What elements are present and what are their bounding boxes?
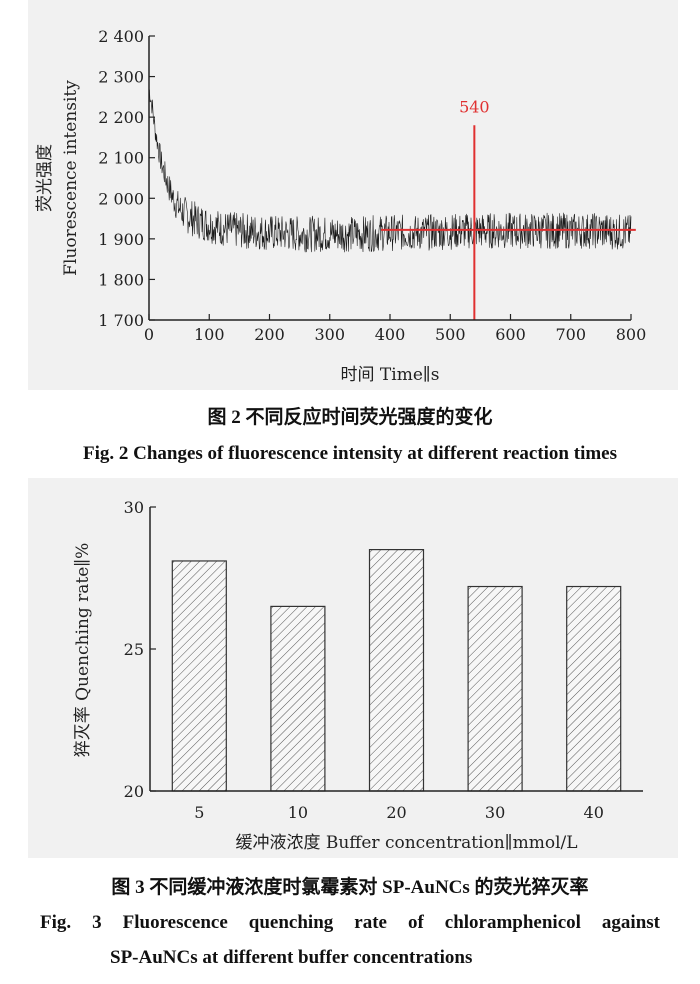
- bar: [171, 560, 227, 792]
- y-tick-label: 1 700: [98, 311, 144, 330]
- x-tick-label: 100: [194, 325, 225, 344]
- figure3-caption-en-line2: SP-AuNCs at different buffer concentrati…: [110, 947, 473, 968]
- x-tick-label: 500: [435, 325, 466, 344]
- x-axis-title: 缓冲液浓度 Buffer concentration∥mmol/L: [235, 833, 577, 853]
- x-tick-label: 40: [584, 803, 604, 822]
- fluorescence-time-chart-panel: 540 1 700 1 800 1 900 2 000 2 100 2 200 2 300 2 …: [28, 0, 678, 390]
- bar: [368, 548, 425, 792]
- y-tick-label: 2 100: [98, 149, 144, 168]
- y-axis-title-cn: 荧光强度: [35, 144, 55, 212]
- x-tick-label: 5: [194, 803, 204, 822]
- x-tick-label: 300: [314, 325, 345, 344]
- x-tick-label: 0: [144, 325, 154, 344]
- y-tick-label: 2 200: [98, 108, 144, 127]
- y-tick-label: 2 400: [98, 27, 144, 46]
- figure2-caption-en: Fig. 2 Changes of fluorescence intensity…: [82, 443, 618, 464]
- x-tick-label: 20: [386, 803, 406, 822]
- figure3-caption-en-line1: Fig. 3 Fluorescence quenching rate of ch…: [40, 912, 660, 933]
- quenching-rate-chart: 5 10 20 30 40 20 25 30 缓冲液浓度 Buffer concentratio…: [73, 498, 643, 853]
- x-tick-label: 30: [485, 803, 505, 822]
- x-tick-label: 800: [616, 325, 647, 344]
- y-tick-label: 25: [124, 640, 144, 659]
- y-tick-label: 30: [124, 498, 144, 517]
- fluorescence-trace: [148, 88, 632, 253]
- bar: [467, 585, 523, 792]
- y-tick-label: 2 000: [98, 189, 144, 208]
- x-tick-label: 600: [495, 325, 526, 344]
- y-tick-label: 20: [124, 782, 144, 801]
- bar: [566, 585, 622, 792]
- y-axis-title: 猝灭率 Quenching rate∥%: [73, 543, 93, 758]
- bar: [270, 605, 326, 792]
- x-tick-label: 200: [254, 325, 285, 344]
- y-tick-label: 1 800: [98, 270, 144, 289]
- x-tick-label: 10: [288, 803, 308, 822]
- figure3-caption-cn: 图 3 不同缓冲液浓度时氯霉素对 SP-AuNCs 的荧光猝灭率: [111, 877, 589, 898]
- x-tick-label: 400: [375, 325, 406, 344]
- y-axis-title-en: Fluorescence intensity: [61, 80, 81, 276]
- x-axis-title: 时间 Time∥s: [341, 365, 440, 385]
- figure2-caption-cn: 图 2 不同反应时间荧光强度的变化: [207, 407, 493, 428]
- fluorescence-time-chart: 540 1 700 1 800 1 900 2 000 2 100 2 200 2 300 2 …: [35, 27, 647, 385]
- y-tick-label: 1 900: [98, 230, 144, 249]
- y-tick-label: 2 300: [98, 68, 144, 87]
- x-tick-label: 700: [555, 325, 586, 344]
- quenching-rate-chart-panel: 5 10 20 30 40 20 25 30 缓冲液浓度 Buffer concentratio…: [28, 478, 678, 858]
- annotation-label: 540: [459, 97, 490, 116]
